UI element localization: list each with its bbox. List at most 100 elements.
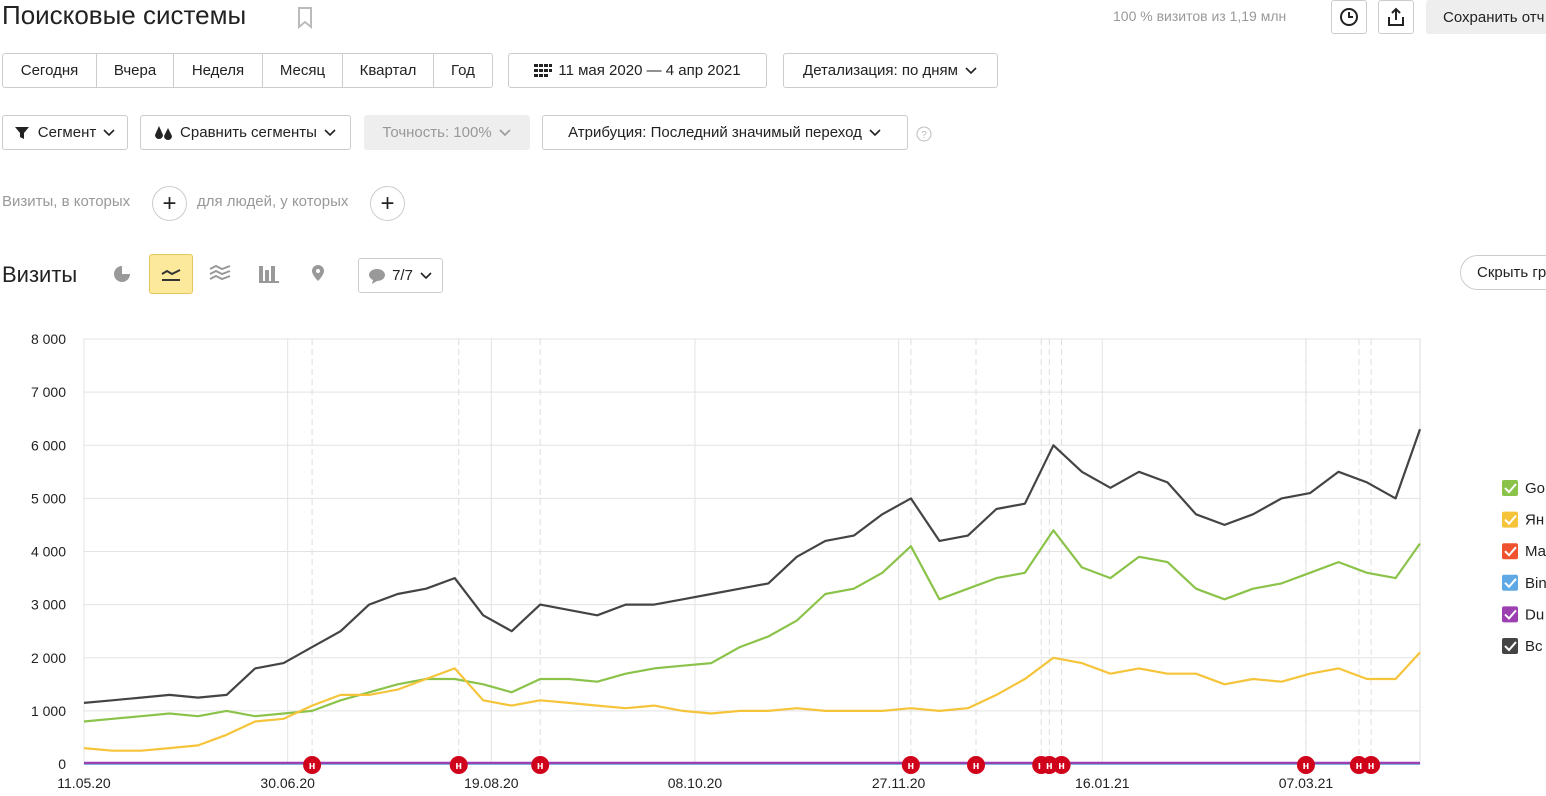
note-marker[interactable]: н (1052, 756, 1071, 774)
x-tick-label: 19.08.20 (464, 775, 519, 791)
export-button[interactable] (1378, 0, 1414, 34)
note-bubble (449, 756, 468, 774)
note-label: н (1368, 760, 1375, 772)
bookmark-icon[interactable] (296, 6, 314, 30)
period-button[interactable]: Сегодня (3, 54, 97, 87)
help-icon[interactable]: ? (915, 125, 933, 143)
segment-button[interactable]: Сегмент (2, 115, 128, 150)
legend-check (1504, 514, 1517, 526)
legend-item[interactable]: Du (1502, 606, 1544, 623)
visits-condition: Визиты, в которых (2, 193, 131, 210)
y-tick-label: 6 000 (31, 437, 66, 453)
page-title: Поисковые системы (2, 0, 247, 30)
legend-item[interactable]: Bin (1502, 574, 1546, 592)
period-button[interactable]: Год (451, 62, 475, 79)
note-label: н (908, 760, 915, 772)
x-tick-label: 27.11.20 (872, 775, 926, 791)
hide-chart-button[interactable]: Скрыть гр (1460, 255, 1546, 290)
note-marker[interactable]: н (901, 756, 920, 774)
map-icon[interactable] (307, 263, 329, 285)
series-line (83, 428, 1422, 704)
legend-item[interactable]: Ма (1502, 543, 1546, 560)
legend-check (1504, 609, 1517, 620)
notes-count: 7/7 (392, 267, 413, 284)
legend-label: Go (1525, 480, 1545, 497)
bar-chart-icon[interactable] (258, 264, 280, 284)
period-group: Сегодня Вчера Неделя Месяц Квартал Год (2, 53, 493, 88)
note-bubble (1296, 756, 1315, 774)
period-button[interactable]: Вчера (97, 54, 174, 87)
note-label: н (1058, 760, 1065, 772)
legend-label: Ма (1525, 543, 1546, 560)
pie-chart-icon[interactable] (110, 262, 134, 286)
note-label: н (973, 760, 980, 772)
note-label: н (537, 760, 544, 772)
compare-button[interactable]: Сравнить сегменты (140, 115, 351, 150)
add-visit-condition[interactable]: + (152, 186, 187, 221)
legend-label: Bin (1525, 575, 1546, 592)
legend-label: Вс (1525, 638, 1543, 655)
y-tick-label: 4 000 (31, 544, 66, 560)
legend-check (1504, 483, 1517, 494)
x-tick-label: 08.10.20 (668, 775, 723, 791)
legend-label: Du (1525, 606, 1544, 623)
attribution-label: Атрибуция: Последний значимый переход (568, 124, 862, 141)
add-people-condition[interactable]: + (370, 186, 405, 221)
y-tick-label: 1 000 (31, 703, 66, 719)
note-marker[interactable]: н (1296, 756, 1315, 774)
notes-button[interactable]: 7/7 (358, 258, 443, 293)
note-label: н (1046, 760, 1053, 772)
x-tick-label: 30.06.20 (260, 775, 315, 791)
area-chart-icon[interactable] (208, 264, 232, 284)
legend-checkbox (1502, 511, 1518, 528)
y-tick-label: 3 000 (31, 597, 66, 613)
history-button[interactable] (1331, 0, 1367, 34)
note-bubble (1052, 756, 1071, 774)
y-tick-label: 7 000 (31, 384, 66, 400)
legend-item[interactable]: Ян (1502, 512, 1544, 529)
save-button[interactable]: Сохранить отч (1426, 0, 1546, 34)
note-bubble (967, 756, 986, 774)
period-button[interactable]: Неделя (174, 54, 263, 87)
legend-item[interactable]: Вс (1502, 638, 1543, 655)
period-button[interactable]: Квартал (343, 54, 434, 87)
x-tick-label: 07.03.21 (1279, 775, 1334, 791)
detail-label: Детализация: по дням (803, 62, 958, 79)
period-button[interactable]: Месяц (263, 54, 343, 87)
note-marker[interactable]: н (303, 756, 322, 774)
date-range-button[interactable]: 11 мая 2020 — 4 апр 2021 (508, 53, 767, 88)
legend-checkbox (1502, 480, 1518, 496)
compare-label: Сравнить сегменты (180, 124, 317, 141)
note-marker[interactable]: н (449, 756, 468, 774)
stats: 100 % визитов из 1,19 млн (1113, 8, 1287, 24)
x-tick-label: 16.01.21 (1075, 775, 1130, 791)
y-tick-label: 2 000 (31, 650, 66, 666)
note-bubble (901, 756, 920, 774)
legend-label: Ян (1525, 512, 1544, 529)
legend-checkbox (1502, 574, 1518, 591)
note-bubble (1362, 756, 1381, 774)
note-bubble (303, 756, 322, 774)
note-marker[interactable]: н (531, 756, 550, 774)
detail-button[interactable]: Детализация: по дням (783, 53, 998, 88)
legend-check (1504, 546, 1517, 557)
accuracy-button: Точность: 100% (364, 115, 530, 150)
attribution-button[interactable]: Атрибуция: Последний значимый переход (542, 115, 908, 150)
y-tick-label: 5 000 (31, 490, 66, 506)
note-marker[interactable]: н (967, 756, 986, 774)
note-marker[interactable]: н (1362, 756, 1381, 774)
series-line (83, 529, 1421, 723)
note-bubble (531, 756, 550, 774)
note-label: н (455, 760, 462, 772)
people-condition: для людей, у которых (197, 193, 349, 210)
date-range: 11 мая 2020 — 4 апр 2021 (558, 62, 741, 79)
note-label: н (1356, 760, 1363, 772)
legend-item[interactable]: Go (1502, 480, 1545, 497)
series-line (83, 651, 1421, 752)
note-label: н (309, 760, 316, 772)
line-chart-button[interactable] (149, 254, 193, 294)
legend-check (1504, 578, 1517, 589)
svg-text:?: ? (921, 130, 927, 141)
